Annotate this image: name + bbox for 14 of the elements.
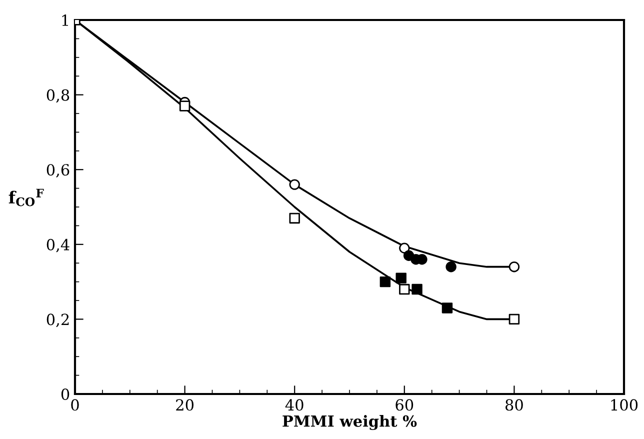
y-tick-label: 1 <box>62 14 68 26</box>
y-tick-label: 0,8 <box>46 89 70 103</box>
x-tick-label: 100 <box>611 399 638 411</box>
y-axis-title: f$_{CO}$$^{F}$ <box>8 188 44 206</box>
y-tick-label: 0,2 <box>46 314 69 328</box>
y-tick-label: 0,4 <box>46 238 70 252</box>
x-tick-label: 20 <box>176 399 194 411</box>
y-tick-label: 0,6 <box>46 164 70 178</box>
x-tick-label: 60 <box>396 399 414 411</box>
x-tick-label: 40 <box>285 399 304 411</box>
y-tick-label: 0 <box>61 388 70 400</box>
x-tick-label: 80 <box>506 399 523 411</box>
x-tick-label: 0 <box>71 399 79 411</box>
x-axis-title: PMMI weight % <box>282 415 417 430</box>
